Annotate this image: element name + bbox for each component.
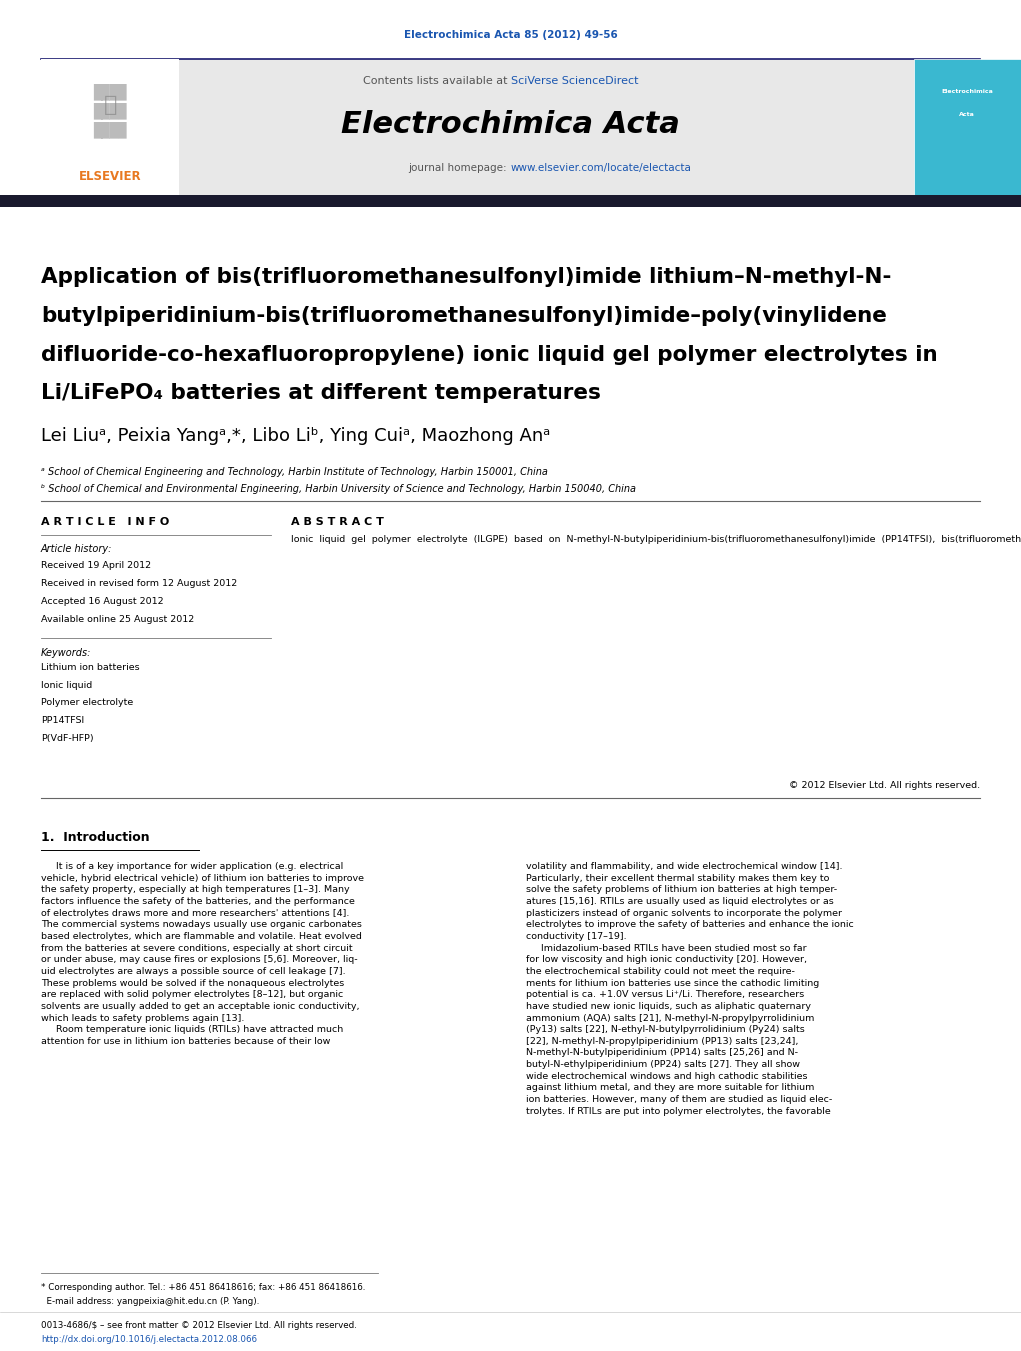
Text: PP14TFSI: PP14TFSI <box>41 716 84 725</box>
Text: www.elsevier.com/locate/electacta: www.elsevier.com/locate/electacta <box>510 162 691 173</box>
Text: It is of a key importance for wider application (e.g. electrical
vehicle, hybrid: It is of a key importance for wider appl… <box>41 862 363 1046</box>
Text: Lei Liuᵃ, Peixia Yangᵃ,*, Libo Liᵇ, Ying Cuiᵃ, Maozhong Anᵃ: Lei Liuᵃ, Peixia Yangᵃ,*, Libo Liᵇ, Ying… <box>41 427 550 444</box>
Text: E-mail address: yangpeixia@hit.edu.cn (P. Yang).: E-mail address: yangpeixia@hit.edu.cn (P… <box>41 1297 259 1306</box>
Text: A B S T R A C T: A B S T R A C T <box>291 517 384 527</box>
Text: © 2012 Elsevier Ltd. All rights reserved.: © 2012 Elsevier Ltd. All rights reserved… <box>789 781 980 790</box>
FancyBboxPatch shape <box>0 195 1021 207</box>
Text: volatility and flammability, and wide electrochemical window [14].
Particularly,: volatility and flammability, and wide el… <box>526 862 854 1116</box>
Text: Electrochimica Acta 85 (2012) 49-56: Electrochimica Acta 85 (2012) 49-56 <box>403 30 618 41</box>
Text: Article history:: Article history: <box>41 544 112 554</box>
Text: journal homepage:: journal homepage: <box>408 162 510 173</box>
Text: Contents lists available at: Contents lists available at <box>362 76 510 86</box>
FancyBboxPatch shape <box>41 59 179 200</box>
Text: ELSEVIER: ELSEVIER <box>79 170 142 184</box>
Text: ᵇ School of Chemical and Environmental Engineering, Harbin University of Science: ᵇ School of Chemical and Environmental E… <box>41 484 636 493</box>
Text: Polymer electrolyte: Polymer electrolyte <box>41 698 133 708</box>
Text: http://dx.doi.org/10.1016/j.electacta.2012.08.066: http://dx.doi.org/10.1016/j.electacta.20… <box>41 1335 257 1344</box>
FancyBboxPatch shape <box>41 59 919 200</box>
Text: Acta: Acta <box>959 112 975 118</box>
Text: Available online 25 August 2012: Available online 25 August 2012 <box>41 616 194 624</box>
Text: A R T I C L E   I N F O: A R T I C L E I N F O <box>41 517 169 527</box>
Text: difluoride-co-hexafluoropropylene) ionic liquid gel polymer electrolytes in: difluoride-co-hexafluoropropylene) ionic… <box>41 345 937 365</box>
Text: Received 19 April 2012: Received 19 April 2012 <box>41 561 151 570</box>
Text: Electrochimica Acta: Electrochimica Acta <box>341 109 680 139</box>
Text: Ionic liquid: Ionic liquid <box>41 681 92 690</box>
Text: Keywords:: Keywords: <box>41 648 91 658</box>
Text: ████
████
████: ████ ████ ████ <box>94 84 127 138</box>
Text: Electrochimica: Electrochimica <box>941 89 992 95</box>
Text: Ionic  liquid  gel  polymer  electrolyte  (ILGPE)  based  on  N-methyl-N-butylpi: Ionic liquid gel polymer electrolyte (IL… <box>291 535 1021 544</box>
FancyBboxPatch shape <box>914 59 1021 200</box>
Text: butylpiperidinium-bis(trifluoromethanesulfonyl)imide–poly(vinylidene: butylpiperidinium-bis(trifluoromethanesu… <box>41 305 886 326</box>
Text: P(VdF-HFP): P(VdF-HFP) <box>41 734 94 743</box>
Text: Accepted 16 August 2012: Accepted 16 August 2012 <box>41 597 163 607</box>
Text: SciVerse ScienceDirect: SciVerse ScienceDirect <box>510 76 638 86</box>
Text: Received in revised form 12 August 2012: Received in revised form 12 August 2012 <box>41 578 237 588</box>
Text: ᵃ School of Chemical Engineering and Technology, Harbin Institute of Technology,: ᵃ School of Chemical Engineering and Tec… <box>41 467 547 477</box>
Text: 🌳: 🌳 <box>103 96 117 115</box>
Text: 0013-4686/$ – see front matter © 2012 Elsevier Ltd. All rights reserved.: 0013-4686/$ – see front matter © 2012 El… <box>41 1321 356 1331</box>
Text: Li/LiFePO₄ batteries at different temperatures: Li/LiFePO₄ batteries at different temper… <box>41 384 600 403</box>
Text: 1.  Introduction: 1. Introduction <box>41 831 149 844</box>
Text: Application of bis(trifluoromethanesulfonyl)imide lithium–N-methyl-N-: Application of bis(trifluoromethanesulfo… <box>41 267 891 288</box>
Text: * Corresponding author. Tel.: +86 451 86418616; fax: +86 451 86418616.: * Corresponding author. Tel.: +86 451 86… <box>41 1283 366 1293</box>
Text: Lithium ion batteries: Lithium ion batteries <box>41 663 140 673</box>
